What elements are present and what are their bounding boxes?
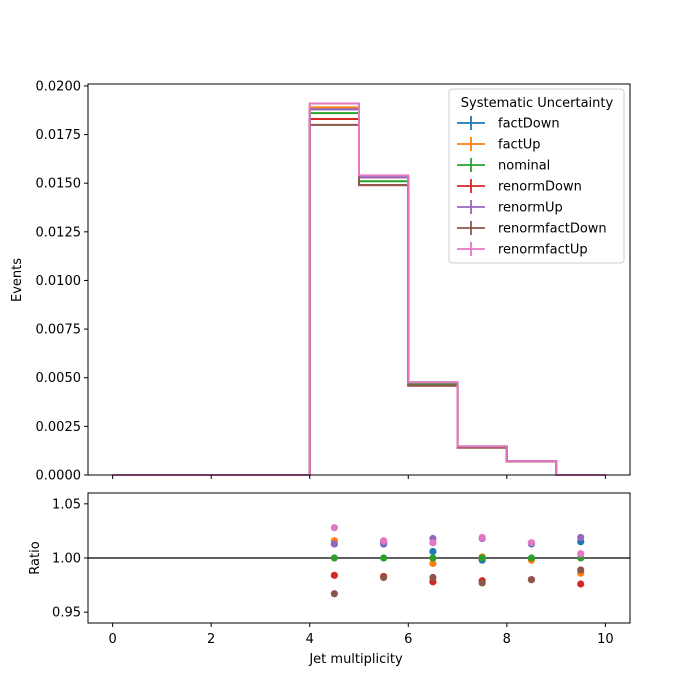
x-tick-label: 0 <box>108 632 116 647</box>
ratio-point-renormDown <box>577 580 585 588</box>
legend-label: renormfactDown <box>498 222 607 237</box>
ratio-x-ticks: 0 2 4 6 8 10 <box>108 623 614 647</box>
x-tick-label: 8 <box>503 632 511 647</box>
ratio-point-renormfactDown <box>380 573 388 582</box>
legend-entry-factUp: factUp <box>457 137 541 153</box>
ratio-point-renormDown <box>330 571 338 579</box>
legend-box <box>448 88 625 264</box>
x-tick-label: 4 <box>306 632 314 647</box>
ratio-point-renormfactDown <box>330 590 338 598</box>
ratio-point-renormfactUp <box>478 533 486 542</box>
ratio-y-axis-label: Ratio <box>28 541 43 574</box>
ratio-point-renormfactUp <box>429 539 437 547</box>
legend-label: nominal <box>498 159 550 174</box>
ratio-point-nominal <box>527 554 536 562</box>
legend-entry-renormfactUp: renormfactUp <box>457 242 588 258</box>
legend-label: factDown <box>498 117 560 132</box>
ratio-y-tick-label: 1.00 <box>52 552 81 567</box>
legend-title: Systematic Uncertainty <box>461 96 614 111</box>
ratio-point-nominal <box>478 554 486 562</box>
main-y-axis-label: Events <box>10 258 25 302</box>
legend-entry-nominal: nominal <box>457 158 550 174</box>
ratio-point-factDown <box>429 547 437 556</box>
x-tick-label: 10 <box>597 632 614 647</box>
ratio-y-tick-label: 0.95 <box>52 606 81 621</box>
ratio-plot-frame <box>87 492 631 624</box>
ratio-points <box>330 524 585 598</box>
main-x-ticks <box>112 475 606 479</box>
ratio-point-nominal <box>429 554 437 562</box>
ratio-point-renormfactDown <box>577 566 585 574</box>
main-y-tick-label: 0.0125 <box>36 225 82 240</box>
ratio-point-renormfactUp <box>330 524 338 532</box>
ratio-point-renormfactDown <box>478 579 486 587</box>
main-y-tick-label: 0.0100 <box>36 274 82 289</box>
x-tick-label: 2 <box>207 632 215 647</box>
ratio-panel: 0.95 1.00 1.05 0 2 4 6 8 10 Ratio Jet multiplic… <box>28 492 631 667</box>
legend-label: renormDown <box>498 180 582 195</box>
legend: Systematic Uncertainty factDown factUp nom… <box>448 88 625 264</box>
legend-entry-renormUp: renormUp <box>457 200 563 216</box>
ratio-point-renormfactDown <box>527 576 536 584</box>
legend-entry-factDown: factDown <box>457 116 560 132</box>
main-y-ticks: 0.0000 0.0025 0.0050 0.0075 0.0100 0.0125 0.01… <box>36 79 88 484</box>
ratio-point-renormfactUp <box>380 537 388 545</box>
legend-entry-renormfactDown: renormfactDown <box>457 221 607 237</box>
main-y-tick-label: 0.0050 <box>36 371 82 386</box>
main-y-tick-label: 0.0075 <box>36 323 82 338</box>
ratio-point-nominal <box>380 554 388 562</box>
legend-label: factUp <box>498 138 541 153</box>
main-y-tick-label: 0.0150 <box>36 177 82 192</box>
ratio-y-tick-label: 1.05 <box>52 497 81 512</box>
ratio-point-renormUp <box>330 540 338 548</box>
legend-entries: factDown factUp nominal renormDown renormUp r… <box>457 116 607 258</box>
ratio-point-factUp <box>429 559 437 568</box>
main-y-tick-label: 0.0175 <box>36 128 82 143</box>
legend-label: renormfactUp <box>498 243 588 258</box>
main-panel: 0.0000 0.0025 0.0050 0.0075 0.0100 0.0125 0.01… <box>10 79 631 484</box>
ratio-point-renormfactUp <box>577 550 585 558</box>
main-y-tick-label: 0.0200 <box>36 79 82 94</box>
x-axis-label: Jet multiplicity <box>308 652 403 667</box>
legend-entry-renormDown: renormDown <box>457 179 582 195</box>
ratio-point-nominal <box>330 554 338 562</box>
ratio-y-ticks: 0.95 1.00 1.05 <box>52 497 88 621</box>
legend-label: renormUp <box>498 201 563 216</box>
main-plot-frame <box>87 83 631 476</box>
ratio-point-renormfactDown <box>429 573 437 582</box>
x-tick-label: 6 <box>404 632 412 647</box>
main-y-tick-label: 0.0000 <box>36 469 82 484</box>
main-y-tick-label: 0.0025 <box>36 420 82 435</box>
ratio-point-renormfactUp <box>527 539 536 547</box>
ratio-point-renormUp <box>577 533 585 542</box>
